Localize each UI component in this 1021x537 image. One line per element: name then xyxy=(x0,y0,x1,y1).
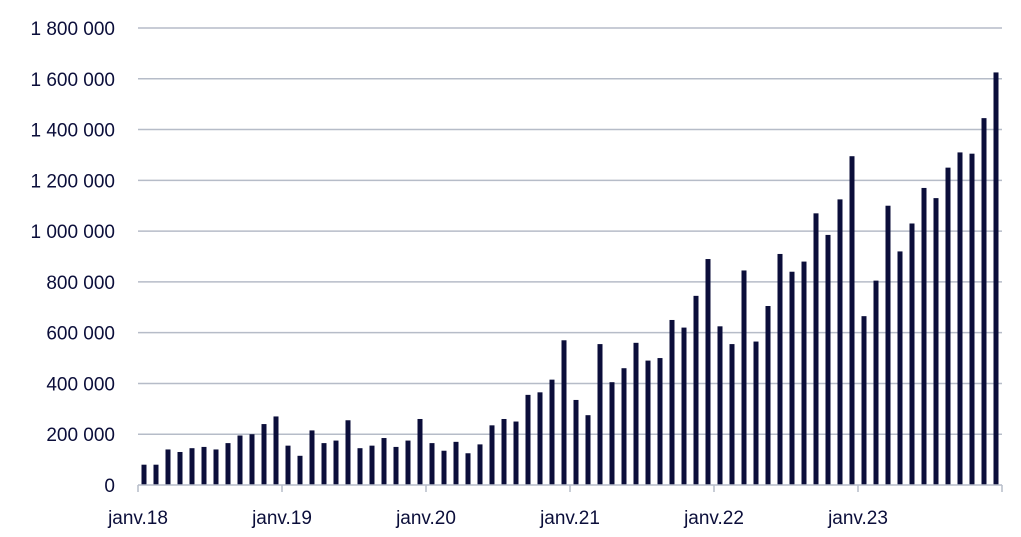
bar-2020-11 xyxy=(549,379,555,485)
bar-2020-09 xyxy=(525,394,531,485)
bar-2018-04 xyxy=(177,451,183,485)
y-tick-label: 800 000 xyxy=(46,273,115,294)
bar-2020-06 xyxy=(489,425,495,485)
bar-2023-12 xyxy=(993,72,999,486)
bar-2018-11 xyxy=(261,424,267,485)
bar-2019-07 xyxy=(357,448,363,485)
bar-2022-03 xyxy=(741,270,747,485)
bar-2018-09 xyxy=(237,435,243,485)
bar-2021-07 xyxy=(645,360,651,485)
bar-2022-01 xyxy=(717,326,723,485)
bar-2021-02 xyxy=(585,415,591,485)
bar-2021-04 xyxy=(609,382,615,485)
bar-2022-09 xyxy=(813,213,819,485)
y-tick-label: 200 000 xyxy=(46,425,115,446)
bar-2018-05 xyxy=(189,448,195,485)
bar-2022-02 xyxy=(729,344,735,485)
bar-2019-05 xyxy=(333,440,339,485)
x-tick-label: janv.23 xyxy=(827,508,888,529)
bar-2018-12 xyxy=(273,416,279,485)
bar-2020-07 xyxy=(501,418,507,485)
bar-2021-11 xyxy=(693,295,699,485)
bar-2020-12 xyxy=(561,340,567,485)
bar-2021-08 xyxy=(657,358,663,485)
bar-2023-01 xyxy=(861,316,867,485)
bar-2021-06 xyxy=(633,342,639,485)
bar-2021-09 xyxy=(669,319,675,485)
y-tick-label: 600 000 xyxy=(46,324,115,345)
bars xyxy=(141,72,999,486)
bar-2019-08 xyxy=(369,445,375,485)
bar-2020-02 xyxy=(441,450,447,485)
bar-2019-01 xyxy=(285,445,291,485)
bar-2020-08 xyxy=(513,421,519,485)
bar-2020-03 xyxy=(453,441,459,485)
x-tick-label: janv.20 xyxy=(395,508,456,529)
bar-2023-07 xyxy=(933,198,939,486)
bar-2018-03 xyxy=(165,449,171,485)
bar-2023-03 xyxy=(885,205,891,485)
x-axis xyxy=(137,484,1003,492)
bar-2020-05 xyxy=(477,444,483,485)
bar-2022-06 xyxy=(777,253,783,485)
bar-2018-02 xyxy=(153,464,159,485)
x-tick-label: janv.18 xyxy=(107,508,168,529)
y-tick-label: 1 400 000 xyxy=(30,121,115,142)
bar-2019-11 xyxy=(405,440,411,485)
y-tick-label: 1 000 000 xyxy=(30,222,115,243)
bar-2019-09 xyxy=(381,438,387,485)
bar-2023-10 xyxy=(969,153,975,485)
bar-2021-10 xyxy=(681,327,687,485)
bar-2023-08 xyxy=(945,167,951,485)
bar-2021-01 xyxy=(573,399,579,485)
bar-2018-10 xyxy=(249,434,255,485)
bar-2021-03 xyxy=(597,344,603,485)
bar-2018-07 xyxy=(213,449,219,485)
y-tick-label: 1 800 000 xyxy=(30,19,115,40)
bar-2018-06 xyxy=(201,446,207,485)
bar-2023-11 xyxy=(981,118,987,485)
bar-2021-12 xyxy=(705,259,711,485)
bar-2022-10 xyxy=(825,234,831,485)
bar-2018-08 xyxy=(225,443,231,485)
bar-2023-06 xyxy=(921,187,927,485)
bar-2023-09 xyxy=(957,152,963,485)
bar-2022-12 xyxy=(849,156,855,485)
bar-2020-01 xyxy=(429,443,435,485)
y-tick-label: 0 xyxy=(104,476,115,497)
bar-2022-04 xyxy=(753,341,759,485)
y-axis-tick-labels: 0 200 000 400 000 600 000 800 000 1 000 000 1 … xyxy=(30,19,115,497)
bar-2019-02 xyxy=(297,455,303,485)
x-tick-label: janv.22 xyxy=(683,508,744,529)
bar-2020-04 xyxy=(465,453,471,485)
bar-2019-06 xyxy=(345,420,351,485)
bar-2022-05 xyxy=(765,306,771,485)
gridlines xyxy=(138,27,1002,435)
bar-2023-05 xyxy=(909,223,915,486)
bar-2022-11 xyxy=(837,199,843,486)
y-tick-label: 1 200 000 xyxy=(30,171,115,192)
x-axis-tick-labels: janv.18 janv.19 janv.20 janv.21 janv.22 janv.… xyxy=(107,508,888,529)
bar-2021-05 xyxy=(621,368,627,485)
bar-2019-10 xyxy=(393,446,399,485)
bar-2019-12 xyxy=(417,418,423,485)
y-tick-label: 1 600 000 xyxy=(30,70,115,91)
bar-2020-10 xyxy=(537,392,543,485)
bar-2018-01 xyxy=(141,464,147,485)
y-tick-label: 400 000 xyxy=(46,374,115,395)
bar-2023-02 xyxy=(873,280,879,485)
x-tick-label: janv.19 xyxy=(251,508,312,529)
x-tick-label: janv.21 xyxy=(539,508,600,529)
bar-2022-07 xyxy=(789,271,795,485)
bar-2023-04 xyxy=(897,251,903,485)
bar-2019-03 xyxy=(309,430,315,485)
bar-2019-04 xyxy=(321,443,327,485)
bar-2022-08 xyxy=(801,261,807,485)
